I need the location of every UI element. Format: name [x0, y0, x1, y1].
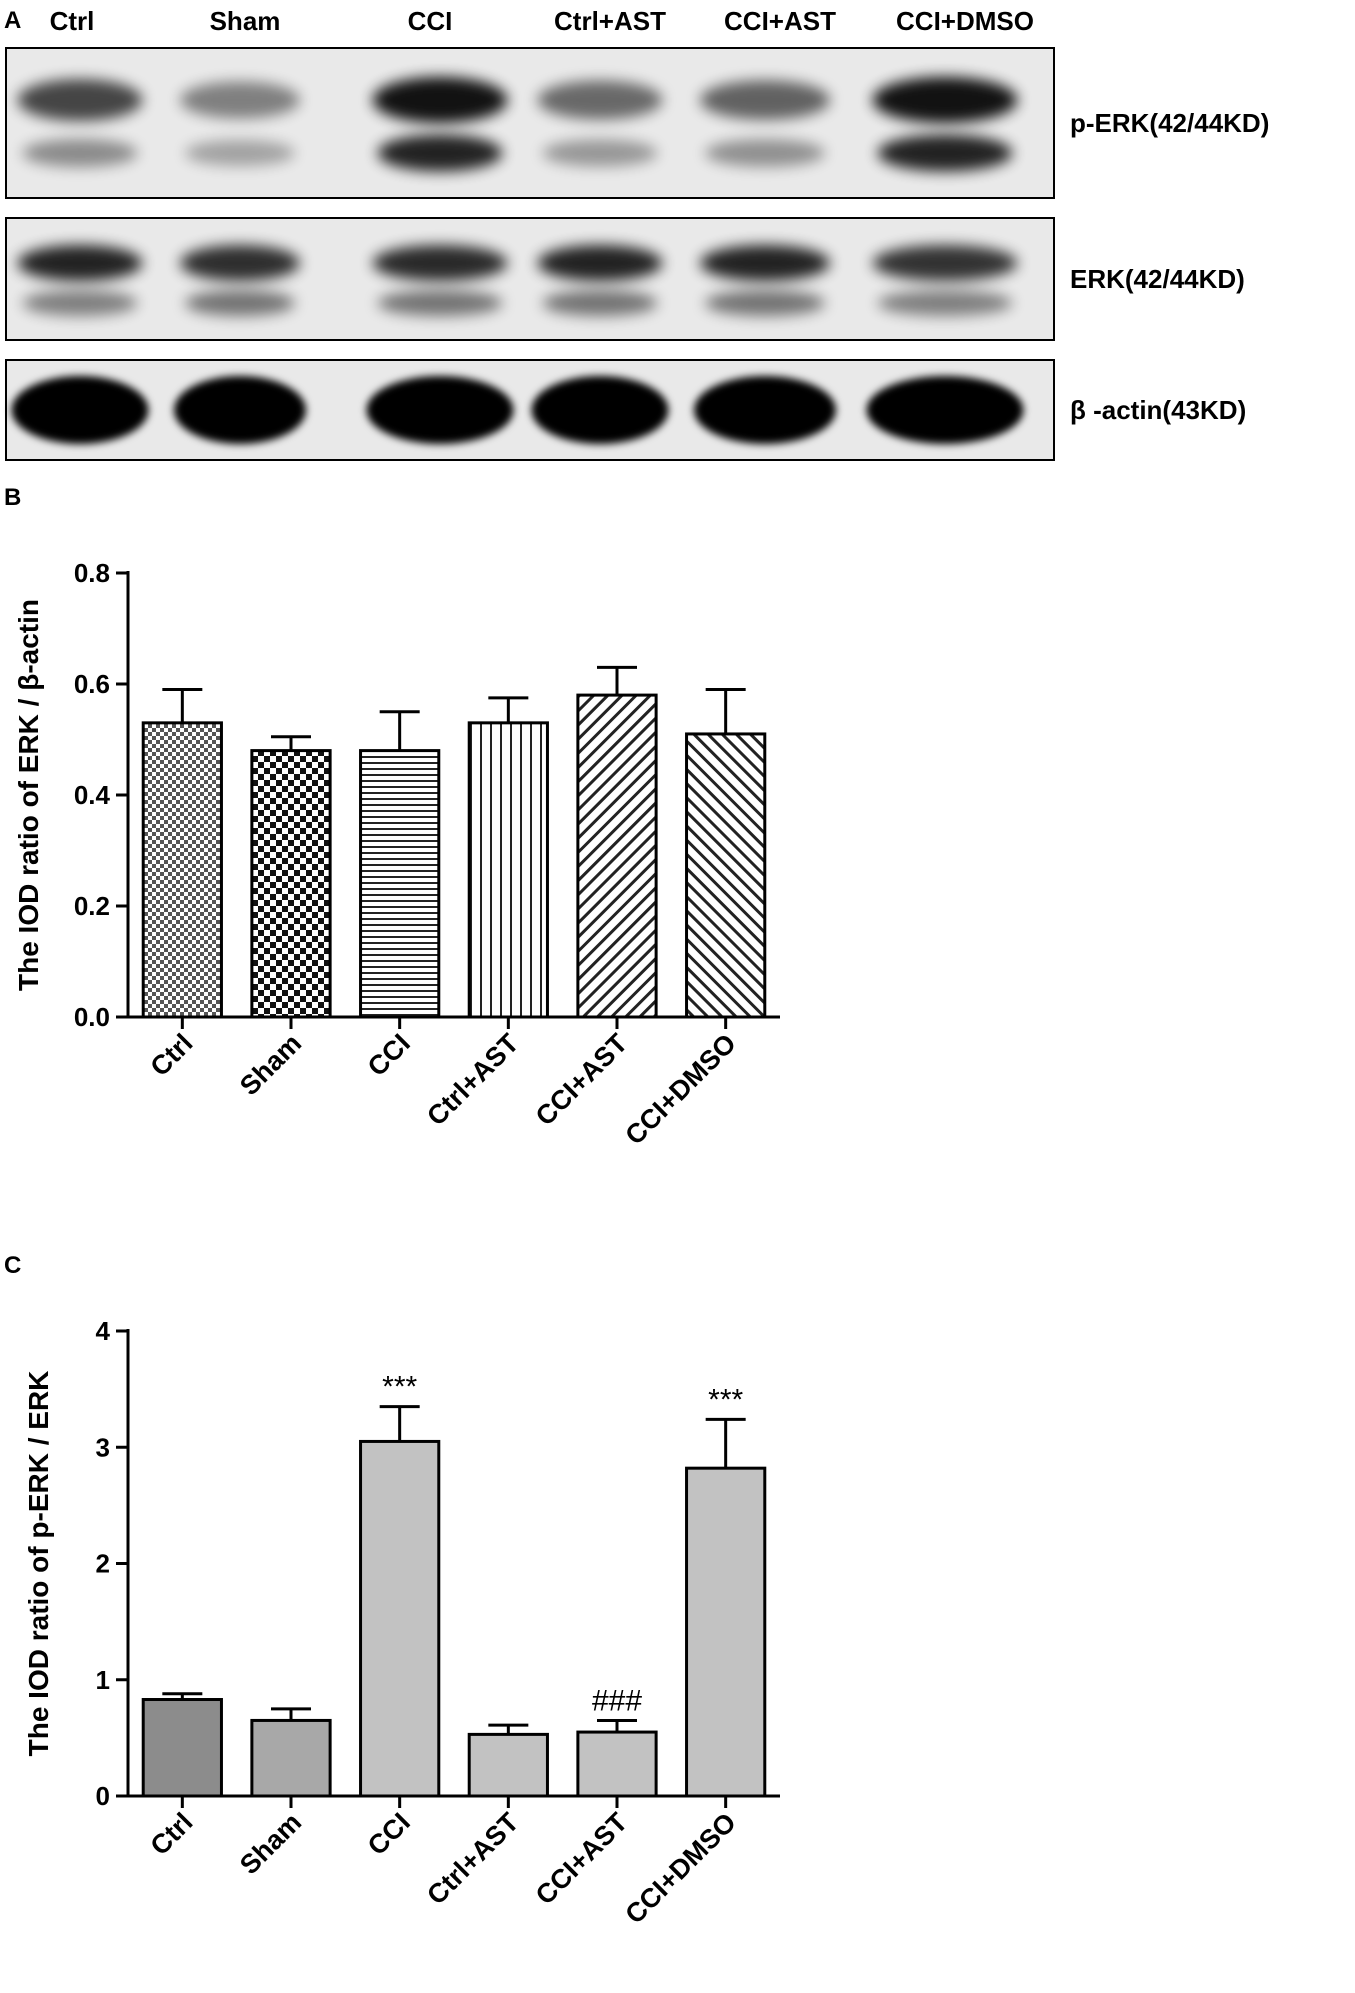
x-tick-label-sham: Sham — [234, 1028, 307, 1101]
x-tick-label-ctrl-ast: Ctrl+AST — [421, 1028, 525, 1132]
chart-erk-ratio: 0.0 0.2 0.4 0.6 0.8 The IOD ratio of ERK / β-… — [13, 558, 780, 1151]
band-upper-erk-42-44kd-ctrl — [17, 245, 143, 281]
panel-letter-c: C — [4, 1252, 21, 1279]
x-tick-label-sham: Sham — [234, 1807, 307, 1880]
western-blot: Ctrl Sham CCI Ctrl+AST CCI+AST CCI+DMSO p-ERK(… — [5, 6, 1269, 461]
bar-ctrl-ast — [467, 721, 549, 1019]
bar-sham — [250, 749, 332, 1019]
band-upper-p-erk-42-44kd-cci — [372, 76, 508, 124]
bar-cci — [359, 1439, 441, 1798]
band-upper-p-erk-42-44kd-sham — [180, 81, 300, 119]
y-tick-label: 0 — [96, 1781, 110, 1811]
x-tick-label-ctrl: Ctrl — [144, 1807, 198, 1861]
band-lower-erk-42-44kd-cci — [377, 290, 503, 316]
lane-label-ctrl-ast: Ctrl+AST — [554, 6, 666, 36]
x-tick-label-ctrl: Ctrl — [144, 1028, 198, 1082]
lane-label-cci-dmso: CCI+DMSO — [896, 6, 1034, 36]
y-tick-label: 0.6 — [74, 669, 110, 699]
band-lower-p-erk-42-44kd-ctrl — [22, 139, 138, 167]
x-tick-label-cci-ast: CCI+AST — [530, 1028, 634, 1132]
band-actin-43kd-cci-ast — [694, 376, 836, 444]
y-tick-label: 0.0 — [74, 1002, 110, 1032]
band-lower-erk-42-44kd-ctrl-ast — [542, 290, 658, 316]
y-tick-label: 0.4 — [74, 780, 111, 810]
lane-label-ctrl: Ctrl — [50, 6, 95, 36]
band-upper-p-erk-42-44kd-ctrl — [17, 79, 143, 121]
band-actin-43kd-cci-dmso — [866, 376, 1024, 444]
band-lower-p-erk-42-44kd-cci-ast — [705, 139, 825, 167]
y-axis-label: The IOD ratio of ERK / β-actin — [13, 599, 44, 991]
band-upper-p-erk-42-44kd-cci-dmso — [872, 76, 1018, 124]
y-tick-label: 0.8 — [74, 558, 110, 588]
x-tick-label-cci-dmso: CCI+DMSO — [619, 1028, 742, 1151]
band-lower-erk-42-44kd-cci-ast — [705, 290, 825, 316]
significance-label-cci-ast: ### — [592, 1684, 642, 1717]
band-actin-43kd-ctrl-ast — [531, 376, 669, 444]
band-lower-erk-42-44kd-cci-dmso — [877, 290, 1013, 316]
blot-row-label-p-erk-42-44kd: p-ERK(42/44KD) — [1070, 108, 1269, 138]
y-tick-label: 2 — [96, 1549, 110, 1579]
blot-frame-p-erk-42-44kd — [5, 47, 1055, 199]
y-tick-label: 4 — [96, 1316, 111, 1346]
chart-perk-ratio: 0 1 2 3 4 The IOD ratio of p-ERK / ERK Ctrl Sha… — [23, 1316, 780, 1930]
band-lower-p-erk-42-44kd-cci-dmso — [877, 134, 1013, 172]
band-actin-43kd-ctrl — [11, 376, 149, 444]
blot-row-label-erk-42-44kd: ERK(42/44KD) — [1070, 264, 1245, 294]
band-lower-erk-42-44kd-sham — [185, 290, 295, 316]
bar-cci-ast — [576, 1730, 658, 1798]
bar-cci-ast — [576, 693, 658, 1019]
bar-cci-dmso — [685, 732, 767, 1019]
band-upper-erk-42-44kd-cci — [372, 245, 508, 281]
lane-label-cci: CCI — [408, 6, 453, 36]
band-actin-43kd-cci — [366, 376, 514, 444]
panel-letter-b: B — [4, 484, 21, 511]
band-upper-erk-42-44kd-cci-dmso — [872, 245, 1018, 281]
lane-label-sham: Sham — [210, 6, 281, 36]
band-lower-p-erk-42-44kd-cci — [377, 134, 503, 172]
band-actin-43kd-sham — [174, 376, 306, 444]
y-tick-label: 3 — [96, 1432, 110, 1462]
bar-cci-dmso — [685, 1466, 767, 1798]
bar-ctrl — [141, 721, 223, 1019]
lane-label-cci-ast: CCI+AST — [724, 6, 836, 36]
band-upper-p-erk-42-44kd-ctrl-ast — [537, 80, 663, 120]
panel-letter-a: A — [4, 7, 21, 34]
band-upper-erk-42-44kd-ctrl-ast — [537, 245, 663, 281]
x-tick-label-cci: CCI — [362, 1028, 416, 1082]
x-tick-label-cci-dmso: CCI+DMSO — [619, 1807, 742, 1930]
significance-label-cci-dmso: *** — [708, 1383, 743, 1416]
band-upper-erk-42-44kd-cci-ast — [700, 245, 830, 281]
blot-row-label-actin-43kd: β -actin(43KD) — [1070, 395, 1246, 425]
bar-ctrl-ast — [467, 1732, 549, 1798]
band-upper-p-erk-42-44kd-cci-ast — [700, 80, 830, 120]
x-tick-label-cci-ast: CCI+AST — [530, 1807, 634, 1911]
x-tick-label-ctrl-ast: Ctrl+AST — [421, 1807, 525, 1911]
y-tick-label: 1 — [96, 1665, 110, 1695]
blot-frame-erk-42-44kd — [5, 217, 1055, 341]
bar-ctrl — [141, 1698, 223, 1798]
band-lower-erk-42-44kd-ctrl — [22, 290, 138, 316]
band-upper-erk-42-44kd-sham — [180, 245, 300, 281]
band-lower-p-erk-42-44kd-sham — [185, 140, 295, 166]
y-tick-label: 0.2 — [74, 891, 110, 921]
band-lower-p-erk-42-44kd-ctrl-ast — [542, 139, 658, 167]
significance-label-cci: *** — [382, 1371, 417, 1404]
bar-sham — [250, 1718, 332, 1798]
x-tick-label-cci: CCI — [362, 1807, 416, 1861]
y-axis-label: The IOD ratio of p-ERK / ERK — [23, 1371, 54, 1757]
bar-cci — [359, 749, 441, 1019]
